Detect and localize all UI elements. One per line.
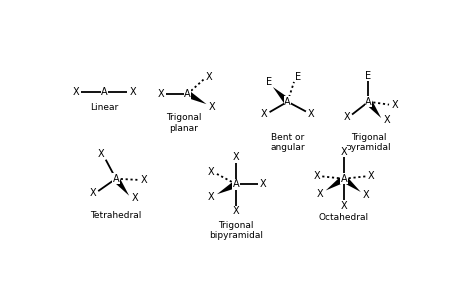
Text: Trigonal
planar: Trigonal planar [166,113,201,133]
Text: X: X [90,188,96,198]
Text: X: X [98,149,104,159]
Text: Trigonal
bipyramidal: Trigonal bipyramidal [209,221,263,241]
Text: X: X [129,87,136,97]
Text: X: X [209,102,215,112]
Polygon shape [217,181,238,194]
Text: X: X [392,100,399,110]
Text: Octahedral: Octahedral [319,213,369,222]
Polygon shape [341,176,361,192]
Text: X: X [131,193,138,203]
Text: X: X [157,89,164,99]
Text: X: X [340,201,347,211]
Polygon shape [186,91,207,104]
Text: X: X [367,171,374,181]
Polygon shape [365,99,381,118]
Text: E: E [266,77,272,87]
Text: X: X [363,190,370,200]
Text: X: X [261,110,267,119]
Text: X: X [208,192,214,202]
Text: X: X [233,152,239,162]
Text: Trigonal
pyramidal: Trigonal pyramidal [346,132,391,152]
Text: X: X [340,147,347,157]
Text: X: X [73,87,79,97]
Text: X: X [260,179,266,189]
Text: E: E [365,70,372,81]
Polygon shape [273,87,290,104]
Text: A: A [340,174,347,184]
Text: Bent or
angular: Bent or angular [270,132,305,152]
Text: E: E [295,72,301,82]
Text: Linear: Linear [90,103,118,112]
Text: X: X [343,112,350,122]
Text: A: A [233,179,239,189]
Text: A: A [112,174,119,184]
Polygon shape [113,176,129,196]
Text: X: X [140,175,147,185]
Text: A: A [101,87,108,97]
Text: X: X [317,188,324,199]
Polygon shape [326,175,346,190]
Text: X: X [308,109,315,119]
Text: A: A [284,97,291,107]
Text: X: X [313,171,320,181]
Text: X: X [383,115,390,125]
Text: X: X [206,72,212,82]
Text: X: X [208,167,214,177]
Text: A: A [184,89,191,99]
Text: X: X [233,206,239,216]
Text: A: A [365,97,372,107]
Text: Tetrahedral: Tetrahedral [90,211,142,220]
